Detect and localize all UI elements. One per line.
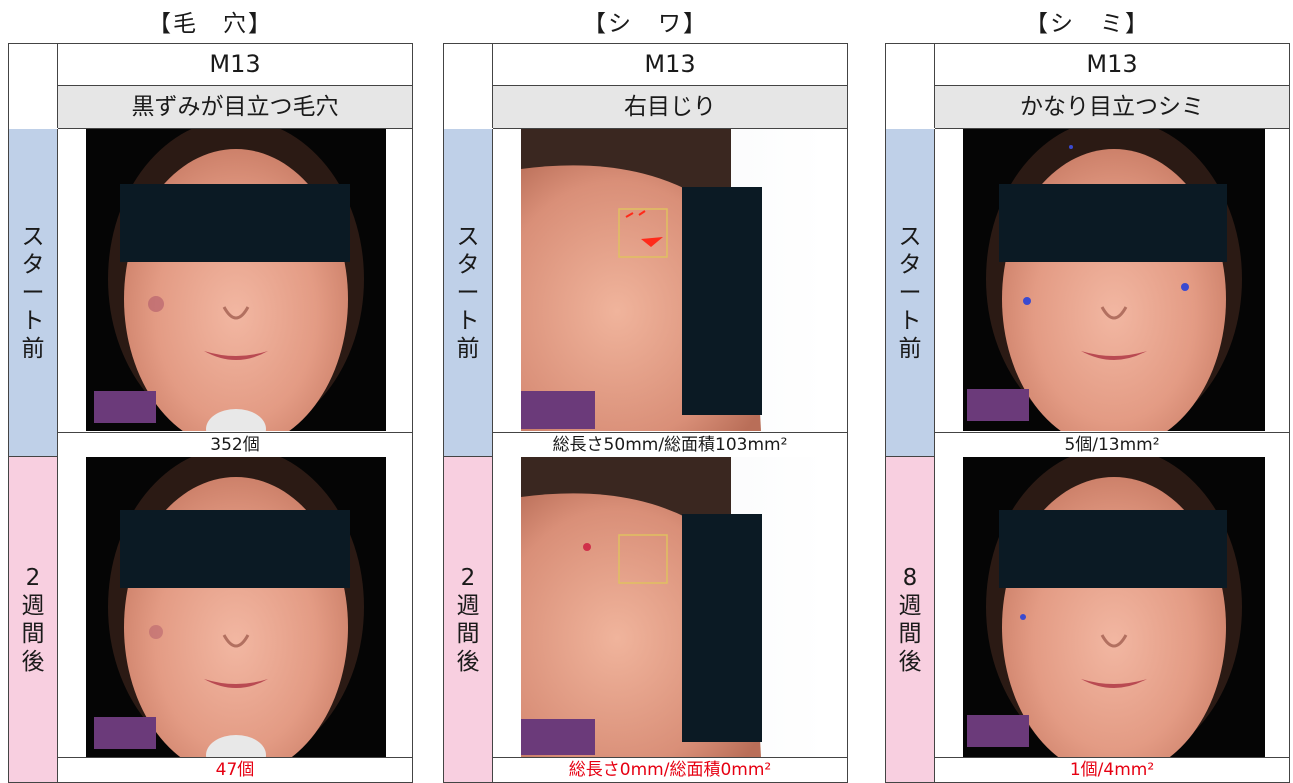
before-face-photo <box>521 129 825 431</box>
after-result: 1個/4mm² <box>935 757 1289 782</box>
after-result: 総長さ0mm/総面積0mm² <box>493 757 847 782</box>
comparison-table: M13 黒ずみが目立つ毛穴 スタート前 352個 2週間後 <box>8 43 413 783</box>
after-face-photo <box>521 457 825 757</box>
after-photo-area <box>58 457 412 757</box>
before-photo-area <box>58 129 412 431</box>
panel-pores: 【毛 穴】 M13 黒ずみが目立つ毛穴 スタート前 352個 2週間後 <box>8 0 413 783</box>
before-face-photo <box>963 129 1265 431</box>
before-photo-area <box>493 129 847 431</box>
before-photo-area <box>935 129 1289 431</box>
after-label-cell: 2週間後 <box>444 457 493 782</box>
before-result: 総長さ50mm/総面積103mm² <box>493 432 847 458</box>
corner-cell <box>444 44 493 128</box>
after-label-cell: 2週間後 <box>9 457 58 782</box>
corner-cell <box>886 44 935 128</box>
comparison-table: M13 かなり目立つシミ スタート前 5個/13mm² 8週間後 <box>885 43 1290 783</box>
censor-bar <box>120 510 350 588</box>
after-label: 8週間後 <box>898 564 922 675</box>
before-label-cell: スタート前 <box>444 129 493 457</box>
censor-bar <box>999 510 1227 588</box>
after-photo-area <box>493 457 847 757</box>
panel-heading: 【毛 穴】 <box>148 11 273 37</box>
before-label: スタート前 <box>898 223 922 362</box>
subject-description: かなり目立つシミ <box>935 86 1289 129</box>
before-label-cell: スタート前 <box>9 129 58 457</box>
after-label: 2週間後 <box>21 564 45 675</box>
censor-bar <box>999 184 1227 262</box>
censor-bar <box>120 184 350 262</box>
before-result: 352個 <box>58 432 412 458</box>
after-face-photo <box>86 457 386 757</box>
comparison-table: M13 右目じり スタート前 総長さ50mm/総面積103mm² 2週間後 <box>443 43 848 783</box>
panel-wrinkles: 【シ ワ】 M13 右目じり スタート前 総長さ50mm/総面積103mm² 2… <box>443 0 848 783</box>
corner-cell <box>9 44 58 128</box>
before-label: スタート前 <box>456 223 480 362</box>
before-face-photo <box>86 129 386 431</box>
panel-heading: 【シ ワ】 <box>583 11 708 37</box>
after-label-cell: 8週間後 <box>886 457 935 782</box>
censor-bar <box>682 187 762 415</box>
before-label: スタート前 <box>21 223 45 362</box>
panel-heading: 【シ ミ】 <box>1025 11 1150 37</box>
subject-code: M13 <box>493 44 847 86</box>
subject-code: M13 <box>935 44 1289 86</box>
after-photo-area <box>935 457 1289 757</box>
censor-bar <box>682 514 762 742</box>
after-face-photo <box>963 457 1265 757</box>
before-result: 5個/13mm² <box>935 432 1289 458</box>
subject-code: M13 <box>58 44 412 86</box>
panel-spots: 【シ ミ】 M13 かなり目立つシミ スタート前 5個/13mm² 8週間 <box>885 0 1290 783</box>
after-result: 47個 <box>58 757 412 782</box>
subject-description: 右目じり <box>493 86 847 129</box>
before-label-cell: スタート前 <box>886 129 935 457</box>
after-label: 2週間後 <box>456 564 480 675</box>
subject-description: 黒ずみが目立つ毛穴 <box>58 86 412 129</box>
